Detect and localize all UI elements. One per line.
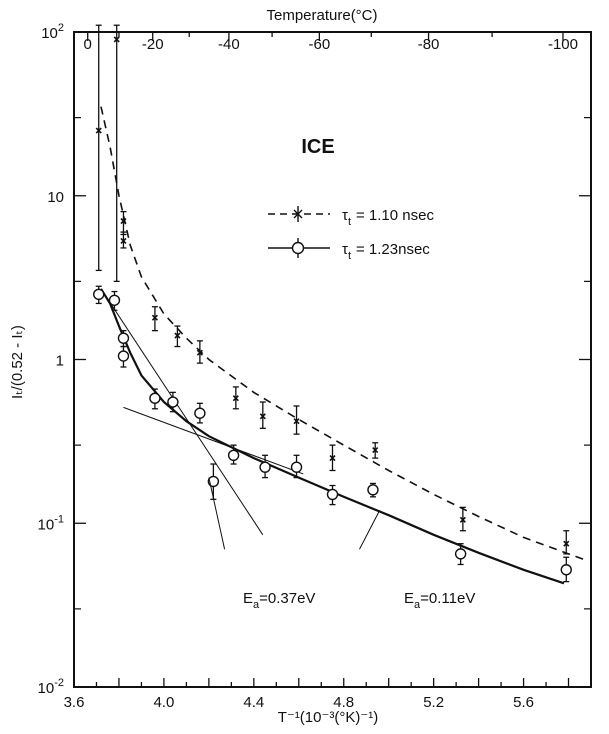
- x-tick-label: 4.0: [153, 694, 174, 711]
- data-point-cross: [293, 418, 300, 425]
- tangent-line-Ea-0.37: [100, 288, 264, 536]
- top-tick-label: -40: [218, 36, 240, 53]
- data-point-circle: [93, 288, 105, 301]
- data-point-circle: [227, 449, 240, 461]
- legend-marker-2: [291, 241, 305, 255]
- x-tick-label: 5.6: [513, 694, 534, 711]
- top-tick-label: -20: [142, 36, 164, 53]
- y-tick-label: 1: [56, 353, 64, 370]
- data-point-circle: [454, 548, 467, 560]
- top-tick-label: -60: [309, 36, 331, 53]
- data-point-cross: [232, 395, 239, 402]
- tick-marks-group: [73, 31, 592, 688]
- y-axis-label: Iₜ/(0.52 - Iₜ): [9, 325, 26, 399]
- data-point-cross: [113, 36, 120, 43]
- tick-labels-group: 3.6 4.0 4.4 4.8 5.2 5.6 0 -20 -40 -60 -80 -100 102 10…: [38, 22, 578, 711]
- x-tick-label: 5.2: [423, 694, 444, 711]
- y-tick-label: 10: [47, 189, 64, 206]
- data-point-circle: [367, 484, 379, 496]
- chart-title: ICE: [301, 136, 334, 158]
- data-point-circle: [560, 564, 572, 576]
- data-point-cross: [95, 127, 102, 134]
- legend-label-2: τt = 1.23nsec: [342, 241, 430, 262]
- data-point-circle: [167, 396, 179, 408]
- data-point-circle: [108, 294, 121, 306]
- x-tick-label: 4.4: [243, 694, 264, 711]
- data-point-circle: [207, 475, 220, 488]
- data-point-cross: [196, 349, 203, 356]
- curves-group: [100, 106, 585, 585]
- annotation-ea-037: Ea=0.37eV: [243, 590, 315, 611]
- data-points-group: [93, 24, 572, 583]
- annotation-pointer: [208, 477, 226, 550]
- y-tick-label: 10-1: [38, 513, 64, 533]
- top-tick-label: 0: [84, 36, 92, 53]
- data-point-cross: [329, 455, 336, 462]
- data-point-circle: [290, 461, 303, 473]
- plot-frame: [73, 31, 592, 688]
- data-point-cross: [151, 314, 158, 321]
- top-tick-label: -100: [548, 36, 578, 53]
- tangent-line-Ea-0.11: [123, 406, 304, 475]
- x-axis-label: T⁻¹(10⁻³(°K)⁻¹): [278, 709, 379, 726]
- legend-label-1: τt = 1.10 nsec: [342, 207, 434, 228]
- annotation-ea-011: Ea=0.11eV: [404, 590, 475, 611]
- annotation-pointer: [359, 510, 381, 550]
- legend: τt = 1.10 nsec τt = 1.23nsec: [268, 206, 434, 262]
- fit-curve-series-2: [100, 288, 565, 585]
- annotations-group: Ea=0.37eV Ea=0.11eV: [208, 477, 475, 611]
- x-tick-label: 4.8: [333, 694, 354, 711]
- legend-marker-1: [293, 209, 303, 219]
- data-point-cross: [120, 218, 127, 225]
- data-point-cross: [120, 237, 127, 244]
- data-point-circle: [259, 461, 271, 473]
- top-tick-label: -80: [418, 36, 440, 53]
- data-point-circle: [326, 488, 339, 501]
- x-tick-label: 3.6: [64, 694, 85, 711]
- y-tick-label: 10-2: [38, 677, 64, 697]
- data-point-cross: [372, 446, 379, 454]
- data-point-cross: [259, 413, 266, 420]
- data-point-circle: [117, 332, 130, 344]
- y-tick-label: 102: [41, 22, 64, 42]
- top-axis-label: Temperature(°C): [266, 7, 377, 24]
- data-point-cross: [563, 540, 570, 547]
- data-point-circle: [194, 407, 206, 419]
- data-point-circle: [149, 392, 161, 404]
- data-point-cross: [459, 516, 466, 523]
- data-point-cross: [174, 332, 181, 339]
- fit-curve-series-1: [100, 106, 585, 561]
- data-point-circle: [117, 350, 130, 362]
